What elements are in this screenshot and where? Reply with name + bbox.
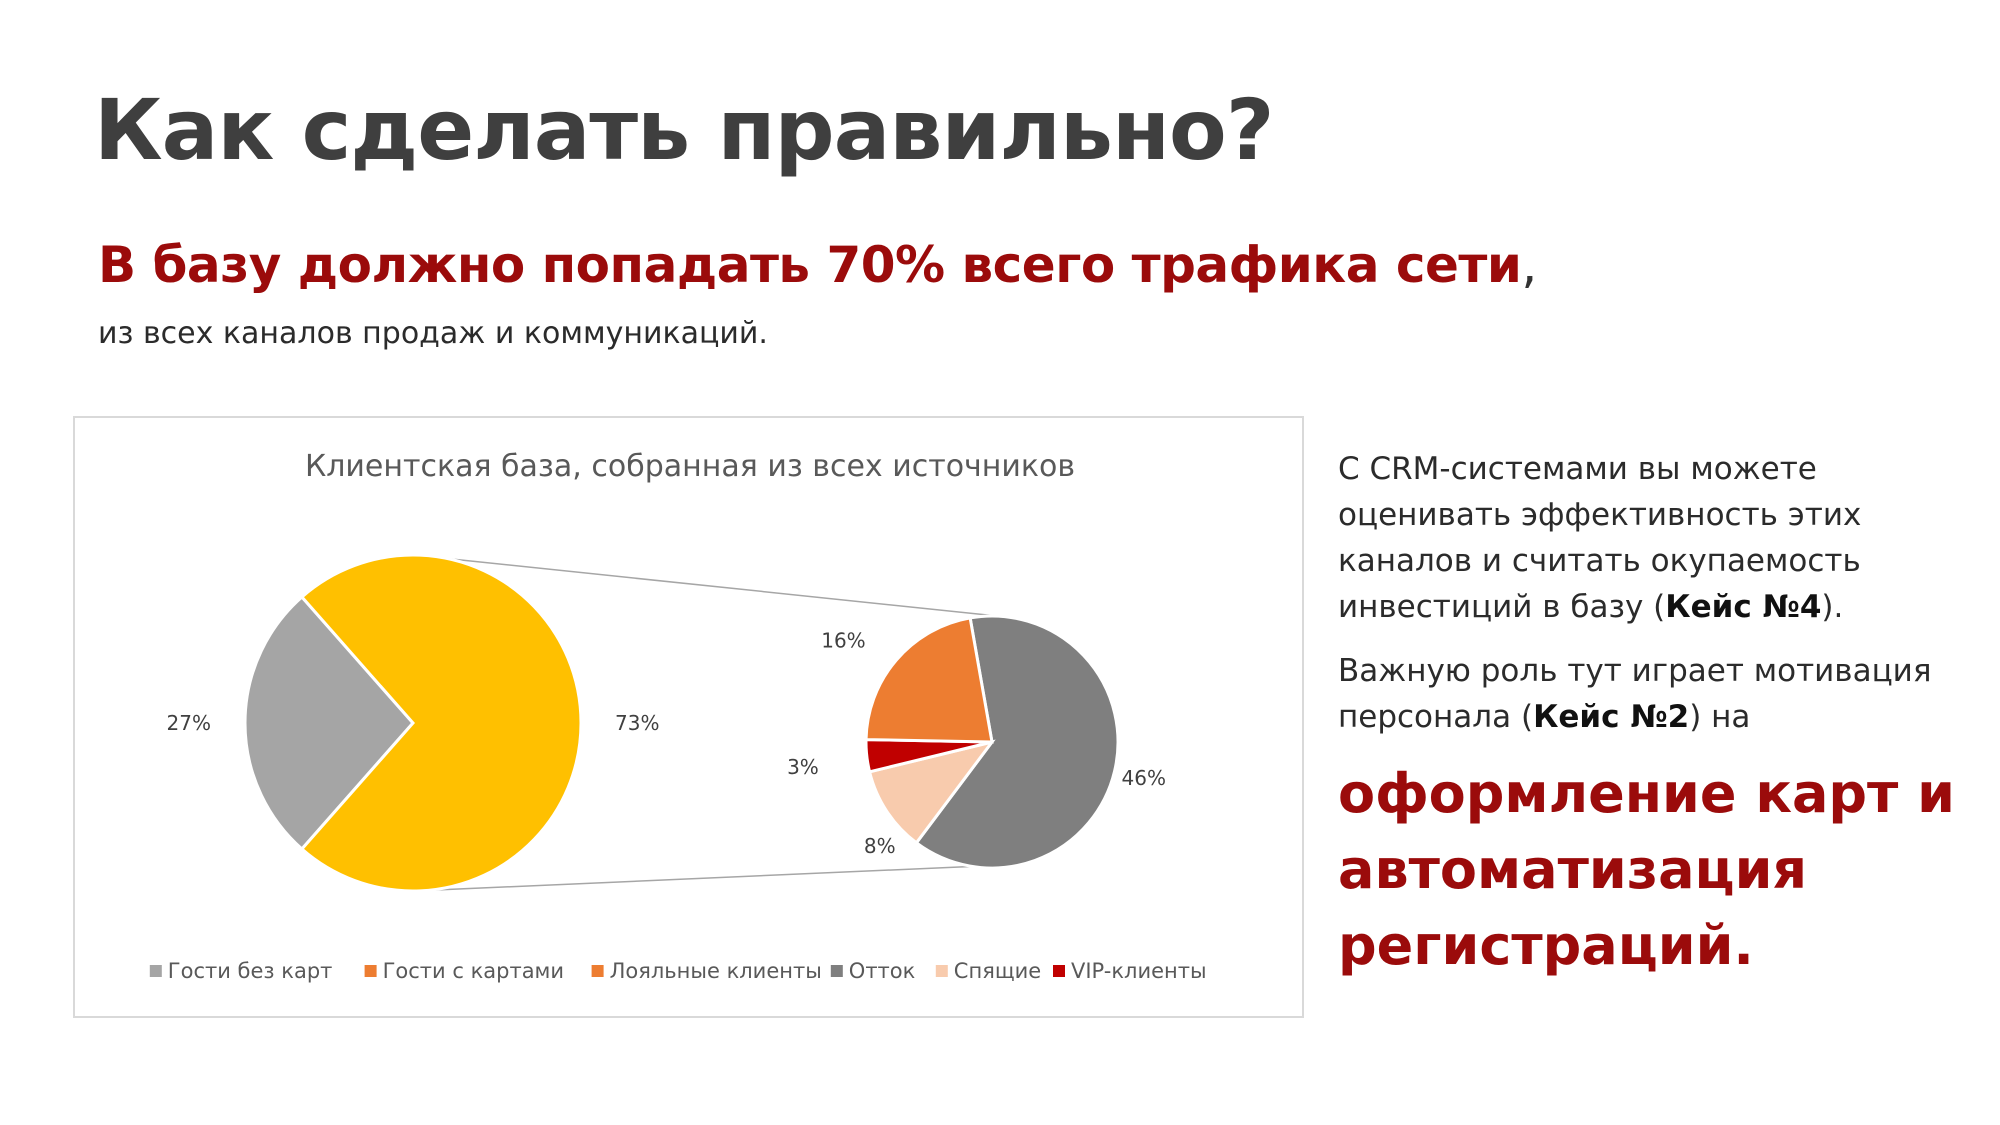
key-statement-subline: из всех каналов продаж и коммуникаций. bbox=[98, 316, 768, 351]
pie-chart-panel: Клиентская база, собранная из всех источ… bbox=[73, 416, 1304, 1018]
legend-swatch bbox=[591, 965, 604, 977]
legend-label: Гости с картами bbox=[383, 959, 564, 983]
data-labels: 27% 73% 46% 8% 3% 16% bbox=[167, 629, 1166, 858]
legend-swatch bbox=[149, 965, 162, 977]
key-statement: В базу должно попадать 70% всего трафика… bbox=[98, 240, 1537, 290]
pie-connector-lines bbox=[412, 554, 998, 892]
legend-swatch bbox=[1053, 965, 1065, 977]
legend-swatch bbox=[935, 965, 948, 977]
connector-line-bottom bbox=[412, 865, 983, 892]
legend-label: Спящие bbox=[954, 959, 1041, 983]
connector-line-top bbox=[412, 554, 998, 617]
key-statement-text: В базу должно попадать 70% всего трафика… bbox=[98, 236, 1522, 294]
secondary-pie-slice bbox=[867, 739, 996, 845]
legend-label: Отток bbox=[849, 959, 916, 983]
motivation-text-end: ) на bbox=[1689, 699, 1751, 735]
primary-pie-slice bbox=[299, 553, 583, 893]
page-title: Как сделать правильно? bbox=[94, 81, 1274, 179]
motivation-text: Важную роль тут играет мотивация персона… bbox=[1338, 653, 1932, 735]
legend-swatch bbox=[364, 965, 377, 977]
crm-text-end: ). bbox=[1821, 589, 1844, 625]
legend-label: VIP-клиенты bbox=[1071, 959, 1207, 983]
legend-label: Гости без карт bbox=[168, 959, 333, 983]
motivation-paragraph: Важную роль тут играет мотивация персона… bbox=[1338, 648, 1978, 740]
crm-text: С CRM-системами вы можете оценивать эффе… bbox=[1338, 451, 1862, 625]
chart-legend: Гости без карт Гости с картами Лояльные кл… bbox=[149, 959, 1207, 983]
secondary-slice-label: 16% bbox=[821, 629, 865, 653]
legend-swatch bbox=[830, 965, 843, 977]
legend-label: Лояльные клиенты bbox=[610, 959, 822, 983]
secondary-pie-slice bbox=[914, 614, 1120, 870]
primary-pie bbox=[243, 553, 583, 893]
case-2-ref: Кейс №2 bbox=[1533, 699, 1690, 735]
crm-paragraph: С CRM-системами вы можете оценивать эффе… bbox=[1338, 446, 1978, 630]
case-4-ref: Кейс №4 bbox=[1665, 589, 1822, 625]
secondary-slice-label: 46% bbox=[1122, 766, 1166, 790]
side-description: С CRM-системами вы можете оценивать эффе… bbox=[1338, 446, 1978, 758]
accent-statement: оформление карт и автоматизация регистра… bbox=[1338, 762, 1955, 977]
secondary-slice-label: 3% bbox=[787, 755, 819, 779]
secondary-pie bbox=[864, 614, 1120, 870]
chart-title: Клиентская база, собранная из всех источ… bbox=[305, 449, 1075, 484]
primary-pie-slice bbox=[243, 594, 415, 852]
primary-slice-label: 73% bbox=[615, 711, 659, 735]
key-statement-comma: , bbox=[1521, 236, 1537, 294]
primary-slice-label: 27% bbox=[167, 711, 211, 735]
bar-of-pie-chart: Клиентская база, собранная из всех источ… bbox=[149, 449, 1207, 983]
secondary-pie-slice bbox=[864, 616, 994, 744]
secondary-slice-label: 8% bbox=[864, 834, 896, 858]
